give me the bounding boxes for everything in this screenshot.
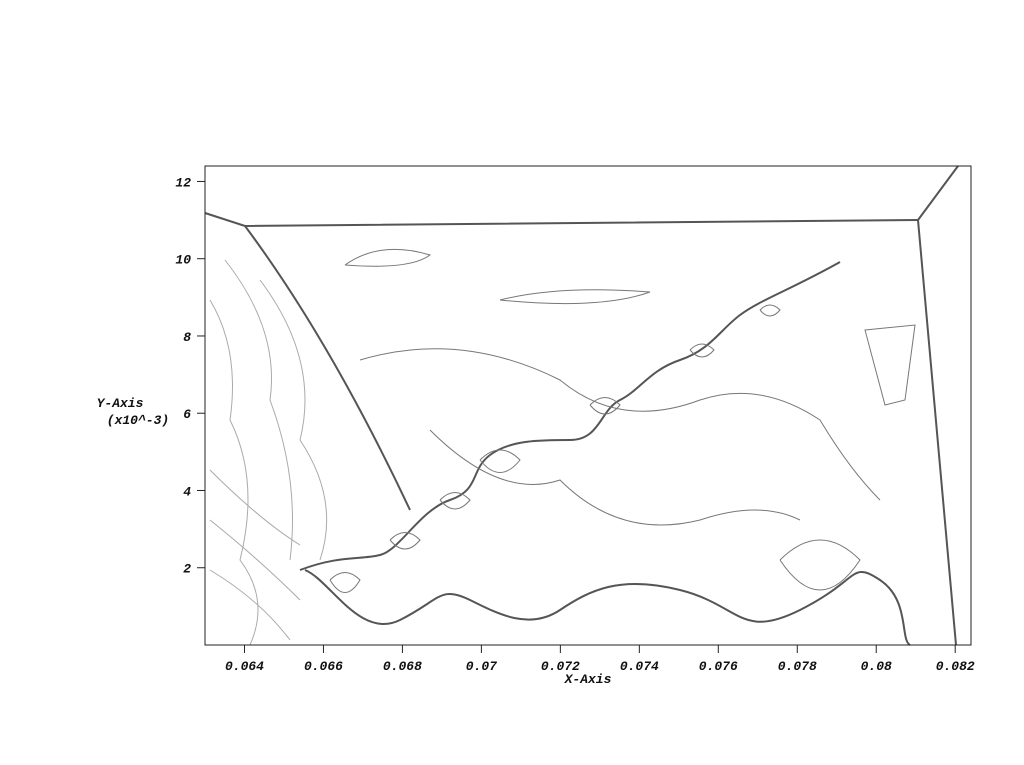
contour-line bbox=[359, 348, 881, 526]
x-tick-label: 0.076 bbox=[699, 659, 738, 674]
y-tick-label: 8 bbox=[183, 330, 191, 345]
x-tick-label: 0.078 bbox=[778, 659, 817, 674]
x-axis-label: X-Axis bbox=[564, 672, 612, 687]
x-tick-label: 0.064 bbox=[225, 659, 264, 674]
x-tick-label: 0.08 bbox=[861, 659, 892, 674]
contour-line bbox=[917, 165, 959, 221]
y-axis-scale: (x10^-3) bbox=[107, 413, 169, 428]
x-tick-label: 0.068 bbox=[383, 659, 422, 674]
contour-line bbox=[209, 259, 328, 646]
contour-line bbox=[329, 304, 861, 593]
plot-frame bbox=[204, 165, 972, 646]
contour-field bbox=[204, 165, 959, 646]
x-tick-label: 0.07 bbox=[466, 659, 497, 674]
x-tick-label: 0.066 bbox=[304, 659, 343, 674]
x-tick-label: 0.072 bbox=[541, 659, 580, 674]
x-tick-label: 0.074 bbox=[620, 659, 659, 674]
y-axis-label: Y-Axis bbox=[97, 396, 144, 411]
x-tick-label: 0.082 bbox=[936, 659, 975, 674]
y-tick-label: 12 bbox=[175, 175, 191, 190]
contour-line bbox=[344, 248, 916, 406]
contour-line bbox=[204, 212, 919, 228]
contour-line bbox=[299, 261, 841, 571]
contour-line bbox=[917, 219, 957, 646]
y-tick-label: 4 bbox=[183, 484, 191, 499]
y-tick-label: 2 bbox=[183, 562, 191, 577]
y-tick-label: 10 bbox=[175, 253, 191, 268]
contour-line bbox=[304, 569, 911, 646]
contour-line bbox=[244, 225, 411, 511]
y-tick-label: 6 bbox=[183, 407, 191, 422]
